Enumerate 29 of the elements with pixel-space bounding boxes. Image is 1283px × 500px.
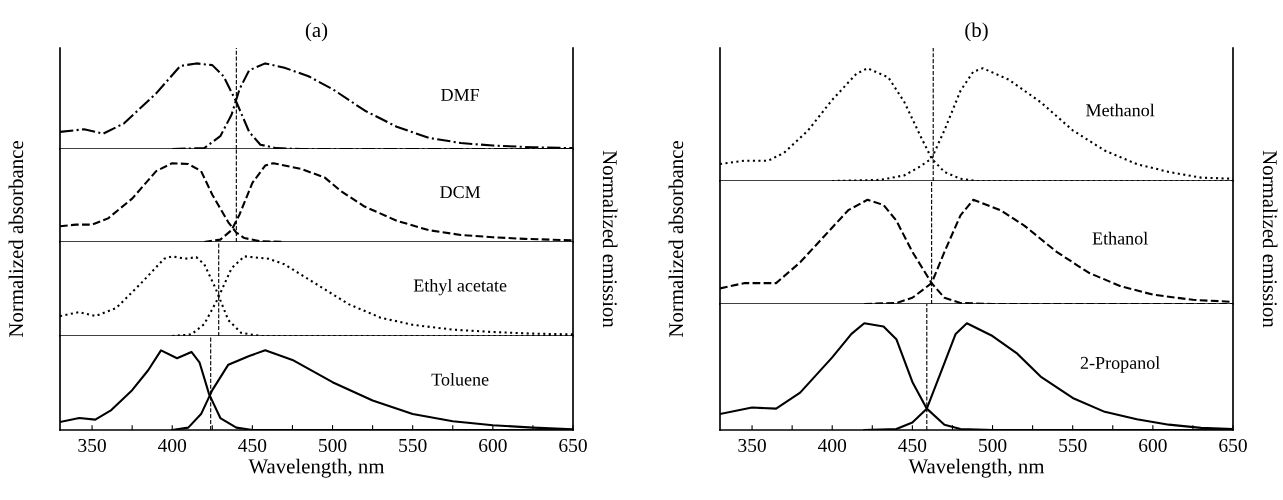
annotation: 2-Propanol <box>1080 356 1160 373</box>
x-tick-label: 350 <box>738 438 766 453</box>
y-axis-title: Normalized absorbance <box>8 141 24 338</box>
annotation: DMF <box>441 89 480 101</box>
annotation: Ethyl acetate <box>413 278 507 296</box>
x-tick-label: 550 <box>1059 438 1087 453</box>
x-tick-label: 500 <box>319 438 347 453</box>
x-tick-label: 650 <box>559 438 587 453</box>
y-axis-title: Normalized absorbance <box>668 141 684 338</box>
x-tick-label: 500 <box>979 438 1007 453</box>
annotation: DCM <box>440 186 481 199</box>
x-tick-label: 400 <box>158 438 187 453</box>
annotation: Ethanol <box>1092 231 1148 245</box>
x-tick-label: 600 <box>1139 438 1167 453</box>
y2-axis-title: Normalized emission <box>1262 150 1278 328</box>
x-tick-label: 650 <box>1219 438 1247 453</box>
annotation: Methanol <box>1086 103 1155 117</box>
chart-title: (b) <box>965 22 988 42</box>
y2-axis-title: Normalized emission <box>602 150 618 328</box>
x-tick-label: 450 <box>238 438 267 453</box>
x-tick-label: 600 <box>479 438 507 453</box>
x-tick-label: 400 <box>818 438 847 453</box>
x-tick-label: 550 <box>399 438 427 453</box>
x-tick-label: 350 <box>78 438 106 453</box>
annotation: Toluene <box>431 372 489 386</box>
x-axis-title: Wavelength, nm <box>908 458 1045 478</box>
chart-title: (a) <box>305 22 328 42</box>
x-tick-label: 450 <box>898 438 927 453</box>
x-axis-title: Wavelength, nm <box>248 458 385 478</box>
